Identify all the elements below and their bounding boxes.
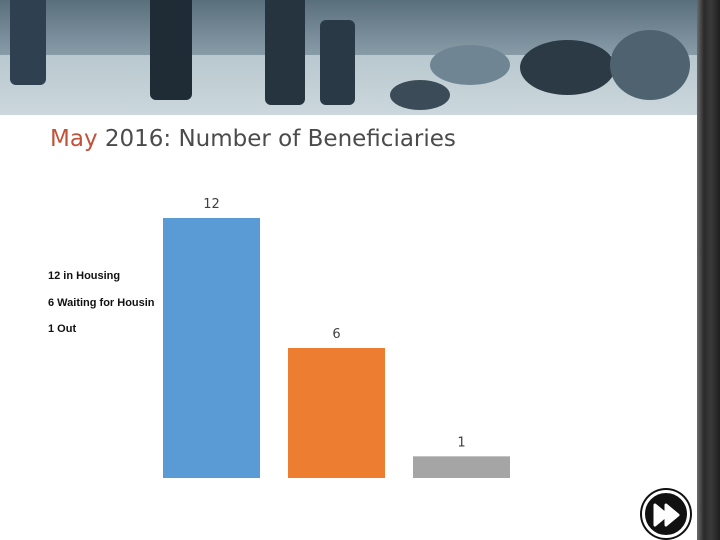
next-slide-button[interactable] <box>642 490 690 538</box>
data-label-0: 12 <box>203 197 220 212</box>
data-label-2: 1 <box>457 435 465 450</box>
slide-border <box>697 0 720 540</box>
legend-entry-out: 1 Out <box>48 323 77 335</box>
chart-title: May 2016: Number of Beneficiaries <box>50 126 456 152</box>
data-label-1: 6 <box>332 327 340 342</box>
title-month: May <box>50 126 98 152</box>
fast-forward-icon <box>653 503 680 527</box>
bar-0 <box>163 218 260 478</box>
bar-2 <box>413 456 510 478</box>
legend: 12 in Housing 6 Waiting for Housin 1 Out <box>48 268 155 348</box>
bar-1 <box>288 348 385 478</box>
title-text: 2016: Number of Beneficiaries <box>97 126 456 152</box>
legend-entry-housing: 12 in Housing <box>48 270 121 282</box>
legend-entry-waiting: 6 Waiting for Housin <box>48 296 155 309</box>
header-photo <box>0 0 700 115</box>
